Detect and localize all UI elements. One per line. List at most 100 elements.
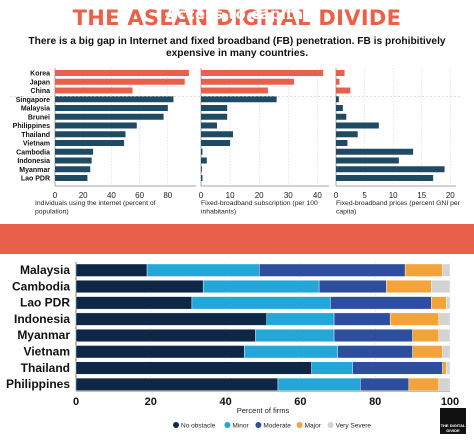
stacked-bar-segment — [75, 377, 279, 391]
tick-label: 40 — [107, 191, 116, 200]
stacked-bar-segment — [442, 361, 447, 375]
subtitle: There is a big gap in Internet and fixed… — [28, 36, 446, 59]
bar — [201, 78, 295, 85]
stacked-bar-segment — [330, 296, 432, 310]
category-label: Philippines — [6, 377, 70, 391]
bar — [55, 157, 92, 164]
stacked-bar-segment — [431, 296, 447, 310]
bar — [201, 70, 324, 76]
tick-label: 80 — [369, 396, 381, 408]
bar — [55, 87, 133, 94]
stacked-bar-segment — [446, 361, 451, 375]
axis-label: Fixed-broadband prices (percent GNI per — [336, 200, 461, 207]
bar — [201, 140, 231, 146]
tick-label: 0 — [334, 191, 339, 200]
bar — [201, 157, 207, 164]
stacked-bar-segment — [389, 312, 439, 326]
bar — [201, 87, 268, 94]
stacked-bar-segment — [146, 263, 260, 277]
stacked-bar-segment — [333, 312, 391, 326]
stacked-bar-segment — [408, 377, 439, 391]
bar — [336, 87, 351, 94]
stacked-bar-segment — [438, 312, 451, 326]
bar — [201, 175, 203, 181]
bar — [201, 105, 228, 111]
bar — [336, 105, 343, 111]
stacked-bar-segment — [255, 329, 335, 342]
stacked-bar-segment — [352, 361, 443, 375]
category-label: Thailand — [21, 361, 70, 375]
bar — [336, 113, 347, 120]
stacked-bar-segment — [277, 377, 361, 391]
category-label: Malaysia — [20, 263, 70, 277]
stacked-bar-segment — [412, 345, 443, 359]
tick-label: 30 — [284, 191, 293, 200]
legend-marker — [224, 422, 231, 428]
tick-label: 20 — [145, 396, 157, 408]
legend-marker — [173, 422, 179, 428]
section-banner — [0, 224, 474, 254]
tick-label: 20 — [446, 191, 455, 200]
legend-label: Major — [305, 423, 322, 430]
bar — [336, 96, 339, 103]
tick-label: 20 — [255, 191, 264, 200]
category-label: Thailand — [21, 132, 50, 139]
tick-label: 15 — [417, 191, 426, 200]
legend-marker — [296, 422, 303, 428]
stacked-bar-segment — [442, 263, 451, 277]
stacked-bar-segment — [244, 345, 339, 359]
stacked-bar-segment — [318, 280, 387, 293]
tick-label: 40 — [219, 396, 231, 408]
brand-logo: THE DIGITAL DIVIDE — [440, 408, 466, 434]
bar — [55, 122, 137, 129]
stacked-bar-segment — [360, 377, 410, 391]
category-label: Korea — [30, 71, 50, 78]
stacked-bar-segment — [202, 280, 320, 293]
tick-label: 5 — [362, 191, 367, 200]
stacked-bar-segment — [412, 329, 439, 342]
legend-label: Moderate — [263, 423, 291, 430]
stacked-bar-segment — [337, 345, 413, 359]
tick-label: 0 — [53, 191, 58, 200]
stacked-bar-segment — [75, 312, 267, 326]
tick-label: 20 — [79, 191, 88, 200]
category-label: Lao PDR — [20, 296, 70, 310]
stacked-bar-segment — [75, 329, 256, 342]
tick-label: 80 — [163, 191, 172, 200]
stacked-bar-segment — [446, 296, 451, 310]
axis-label: Individuals using the internet (percent … — [35, 200, 156, 207]
stacked-bar-segment — [311, 361, 353, 375]
section-title: Access to capital — [165, 5, 309, 23]
bar — [336, 175, 434, 181]
stacked-bar-segment — [191, 296, 331, 310]
legend-marker — [327, 422, 334, 428]
axis-label: population) — [35, 209, 69, 216]
bar — [55, 113, 164, 120]
category-label: Myanmar — [17, 328, 70, 342]
tick-label: 60 — [294, 396, 306, 408]
category-label: Singapore — [16, 97, 50, 104]
stacked-bar-segment — [431, 280, 451, 293]
bar — [55, 70, 189, 76]
stacked-bar-segment — [386, 280, 432, 293]
bar — [201, 131, 233, 138]
category-label: Myanmar — [19, 167, 50, 174]
bar — [336, 70, 345, 76]
stacked-bar-segment — [75, 345, 245, 359]
bar — [55, 105, 168, 111]
bar — [336, 157, 399, 164]
legend-marker — [255, 422, 262, 428]
bar — [55, 148, 94, 155]
axis-label: inhabitants) — [201, 209, 236, 216]
stacked-bar-segment — [438, 377, 451, 391]
stacked-bar-segment — [442, 345, 451, 359]
tick-label: 0 — [199, 191, 204, 200]
legend-label: No obstacle — [181, 423, 216, 430]
top-panel — [0, 0, 474, 224]
stacked-bar-segment — [75, 280, 204, 293]
category-label: Japan — [30, 79, 50, 86]
axis-label: Fixed-broadband subscription (per 100 — [201, 200, 318, 207]
stacked-bar-segment — [404, 263, 443, 277]
bar — [55, 96, 174, 103]
